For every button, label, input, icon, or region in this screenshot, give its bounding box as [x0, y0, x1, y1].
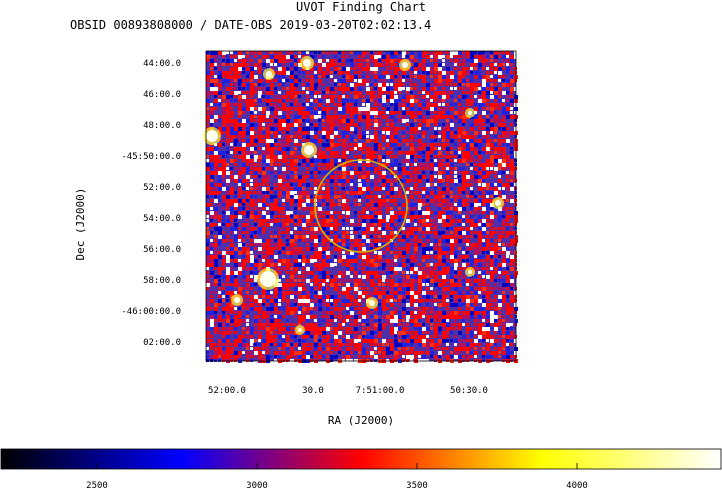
x-axis-ticks: 52:00.0 30.0 7:51:00.0 50:30.0 [208, 386, 488, 396]
y-tick-label: 56:00.0 [143, 245, 181, 255]
target-region-circle [314, 159, 408, 253]
y-tick-label: 44:00.0 [143, 59, 181, 69]
x-tick-label: 7:51:00.0 [356, 386, 405, 396]
star [260, 271, 276, 287]
y-tick-label: 02:00.0 [143, 338, 181, 348]
star [304, 145, 314, 155]
star [402, 62, 408, 68]
y-tick-label: 54:00.0 [143, 214, 181, 224]
x-tick-label: 52:00.0 [208, 386, 246, 396]
colorbar-tick-label: 2500 [86, 481, 108, 489]
noise-pixels [206, 51, 517, 363]
noise-pixels [206, 51, 518, 363]
y-tick-label: 46:00.0 [143, 90, 181, 100]
star [369, 300, 375, 306]
chart-subtitle: OBSID 00893808000 / DATE-OBS 2019-03-20T… [70, 18, 432, 32]
x-axis-label: RA (J2000) [328, 414, 394, 427]
star [206, 130, 218, 142]
x-tick-label: 50:30.0 [450, 386, 488, 396]
noise-pixels [206, 51, 518, 363]
star [468, 270, 472, 274]
colorbar-tick-label: 3000 [246, 481, 268, 489]
x-tick-label: 30.0 [302, 386, 324, 396]
star [298, 328, 302, 332]
chart-title: UVOT Finding Chart [295, 0, 427, 14]
y-tick-label: -46:00:00.0 [121, 307, 181, 317]
noise-pixels [206, 51, 518, 363]
y-axis-ticks: 44:00.0 46:00.0 48:00.0 -45:50:00.0 52:00.0 5… [121, 59, 181, 348]
star [495, 200, 501, 206]
colorbar-gradient [0, 448, 722, 470]
colorbar-ticks: 2500 3000 3500 4000 [86, 463, 588, 489]
colorbar-tick-label: 4000 [566, 481, 588, 489]
y-tick-label: 58:00.0 [143, 276, 181, 286]
y-tick-label: 48:00.0 [143, 121, 181, 131]
image-panel [203, 50, 518, 363]
colorbar-tick-label: 3500 [406, 481, 428, 489]
y-axis-label: Dec (J2000) [74, 188, 87, 261]
y-tick-label: -45:50:00.0 [121, 152, 181, 162]
image-frame [205, 50, 517, 362]
image-noise [206, 51, 518, 363]
star [234, 297, 240, 303]
stars [203, 56, 504, 335]
star [468, 111, 472, 115]
star [266, 71, 272, 77]
colorbar: 2500 3000 3500 4000 [0, 448, 722, 489]
star [303, 59, 311, 67]
y-tick-label: 52:00.0 [143, 183, 181, 193]
